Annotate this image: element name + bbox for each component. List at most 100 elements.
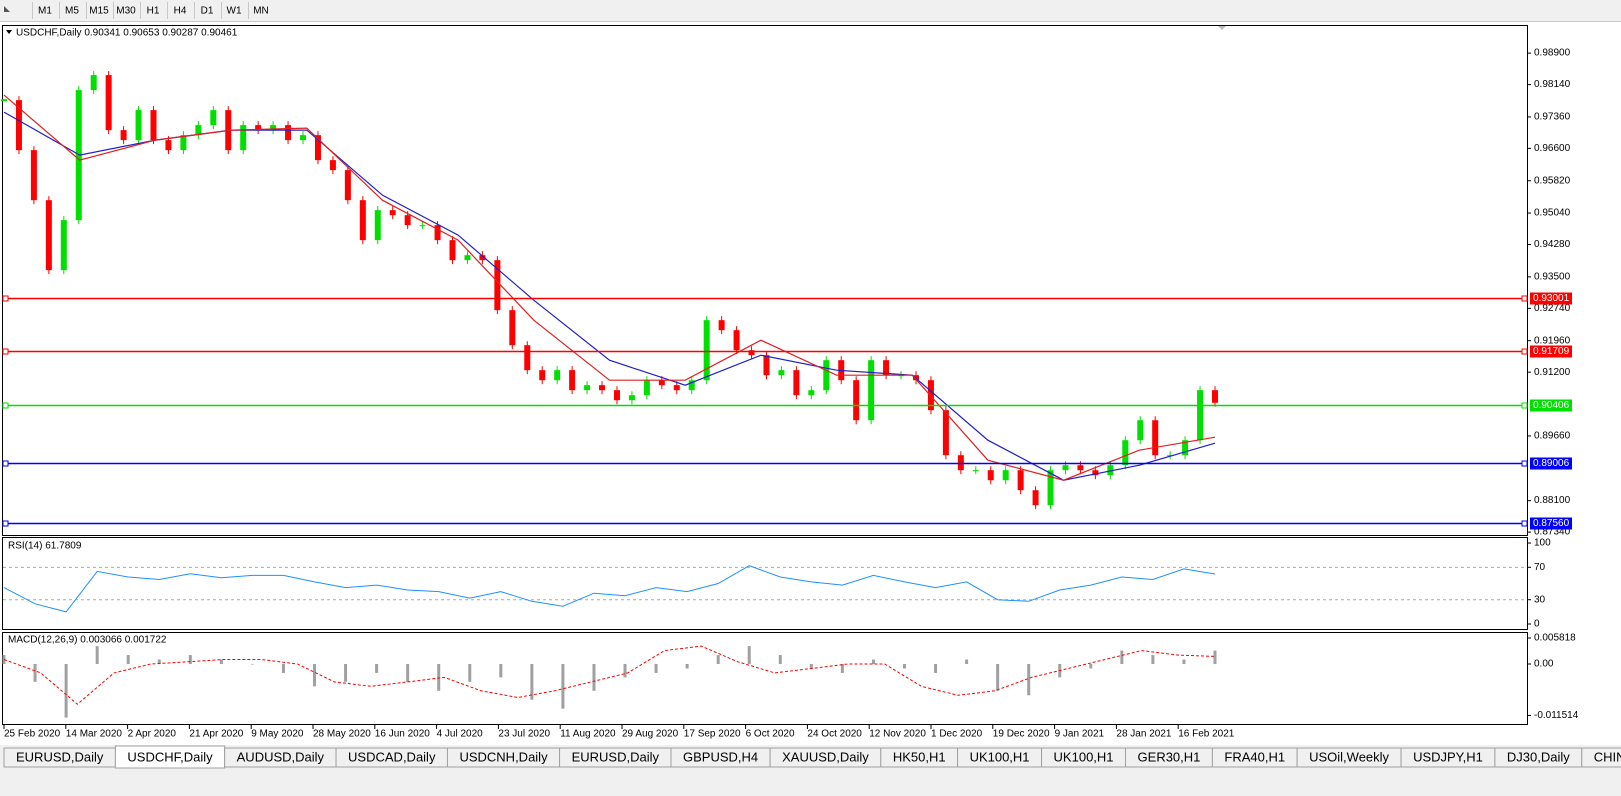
candle [748,350,755,356]
macd-signal [3,645,1216,705]
macd-bar [1182,659,1186,664]
tab-label[interactable]: XAUUSD,Daily [782,749,869,764]
timeframe-button[interactable]: MN [253,6,269,17]
candle [628,395,635,401]
candle [1047,470,1054,506]
tab-label[interactable]: EURUSD,Daily [16,749,104,764]
candle [584,385,591,391]
rsi-label: RSI(14) 61.7809 [8,541,82,552]
x-tick-label: 24 Oct 2020 [807,729,862,740]
level-price-box [1530,292,1572,305]
tab-label[interactable]: EURUSD,Daily [572,749,660,764]
level-price-label: 0.91709 [1533,346,1570,357]
candle [434,225,441,241]
tab-label[interactable]: FRA40,H1 [1224,749,1285,764]
tab-label[interactable]: USDCAD,Daily [348,749,436,764]
level-price-label: 0.89006 [1533,458,1570,469]
candle [1212,390,1218,403]
candle [240,125,247,151]
candle [972,470,979,472]
timeframe-button[interactable]: D1 [201,6,214,17]
shift-marker [1218,26,1226,30]
macd-bar [437,663,441,691]
level-handle [1521,402,1528,409]
candle [942,410,949,456]
x-tick-label: 28 May 2020 [313,729,371,740]
y-tick-label: 0.96600 [1534,143,1571,154]
macd-label: MACD(12,26,9) 0.003066 0.001722 [8,635,167,646]
tab-label[interactable]: HK50,H1 [893,749,946,764]
candle [643,380,650,396]
candle [763,355,770,376]
x-tick-label: 16 Feb 2021 [1178,729,1235,740]
y-tick-label: 0.91960 [1534,335,1571,346]
timeframe-button[interactable]: W1 [227,6,242,17]
x-tick-label: 16 Jun 2020 [375,729,430,740]
candle [613,390,620,401]
y-tick-label: 0.94280 [1534,239,1571,250]
tab-label[interactable]: AUDUSD,Daily [237,749,325,764]
macd-bar [406,663,410,682]
y-tick-label: 0.87340 [1534,527,1571,538]
candle [210,110,217,126]
tab-label[interactable]: USDJPY,H1 [1413,749,1483,764]
chart-layer: M1 M5 M15 M30 H1 H4 D1 W1 MN 0.98900 0.98140 0.9736… [1,2,1621,769]
candle [718,320,725,331]
tab-label[interactable]: DJ30,Daily [1507,749,1570,764]
timeframe-button[interactable]: M30 [116,6,136,17]
candle [1197,390,1204,441]
timeframe-button[interactable]: M15 [89,6,109,17]
level-handle [1521,460,1528,467]
y-tick-label: 0.92740 [1534,303,1571,314]
x-tick-label: 9 Jan 2021 [1055,729,1105,740]
macd-bar [64,663,68,718]
tab-label[interactable]: UK100,H1 [1054,749,1114,764]
x-tick-label: 6 Oct 2020 [746,729,795,740]
x-tick-label: 21 Apr 2020 [189,729,243,740]
y-tick-label: 70 [1534,562,1546,573]
candle [105,75,112,131]
tab-label[interactable]: UK100,H1 [970,749,1030,764]
candle [270,125,277,131]
timeframe-button[interactable]: M1 [38,6,52,17]
tab-label[interactable]: GBPUSD,H4 [683,749,758,764]
level-price-box [1530,457,1572,470]
candle [494,260,501,311]
x-tick-label: 4 Jul 2020 [437,729,484,740]
level-handle [2,460,9,467]
candle [1122,440,1129,466]
y-tick-label: 0.91200 [1534,367,1571,378]
candle [1152,420,1159,456]
tab-label[interactable]: USDCHF,Daily [127,749,213,764]
candle [1002,470,1009,481]
macd-bar [996,663,1000,691]
timeframe-button[interactable]: H4 [174,6,187,17]
x-tick-label: 28 Jan 2021 [1116,729,1171,740]
macd-bar [1027,663,1031,696]
level-handle [2,520,9,527]
tab-label[interactable]: USOil,Weekly [1309,749,1389,764]
tab-label[interactable]: CHINA300,H1 [1594,749,1621,764]
toolbar-icon[interactable] [4,6,10,12]
timeframe-button[interactable]: H1 [147,6,160,17]
candle [314,135,321,161]
level-handle [2,402,9,409]
x-tick-label: 11 Aug 2020 [560,729,616,740]
toolbar [0,0,1621,22]
candle [135,110,142,141]
tab[interactable] [1581,747,1621,768]
tab-label[interactable]: GER30,H1 [1138,749,1201,764]
level-price-label: 0.87560 [1533,518,1570,529]
candle [404,215,411,226]
macd-bar [219,659,223,664]
macd-bar [716,655,720,664]
timeframe-button[interactable]: M5 [65,6,79,17]
tab-label[interactable]: USDCNH,Daily [459,749,548,764]
rsi-panel [2,537,1528,630]
candle [165,140,172,151]
macd-bar [344,663,348,682]
macd-bar [33,663,37,682]
macd-bar [499,663,503,678]
macd-bar [95,646,99,664]
